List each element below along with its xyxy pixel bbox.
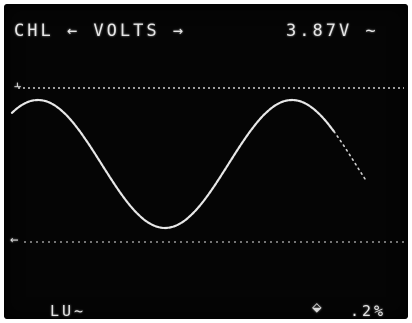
scale-setting-label: LU~ — [50, 302, 87, 319]
memory-storage-icon: ⬙ — [312, 297, 322, 316]
ground-reference-arrow-icon: ← — [10, 232, 19, 248]
percent-reading: .2% — [350, 302, 387, 319]
sine-waveform-trace — [10, 98, 336, 230]
sine-waveform-faded-segment — [333, 130, 367, 182]
waveform-display — [10, 87, 404, 243]
channel-volts-label: CHL ← VOLTS → — [14, 21, 187, 41]
oscilloscope-screen: CHL ← VOLTS → 3.87V ~ ⫠ ← LU~ ⬙ .2% — [4, 4, 408, 319]
voltage-reading: 3.87V ~ — [286, 21, 379, 41]
trigger-level-marker-icon: ⫠ — [14, 76, 22, 90]
